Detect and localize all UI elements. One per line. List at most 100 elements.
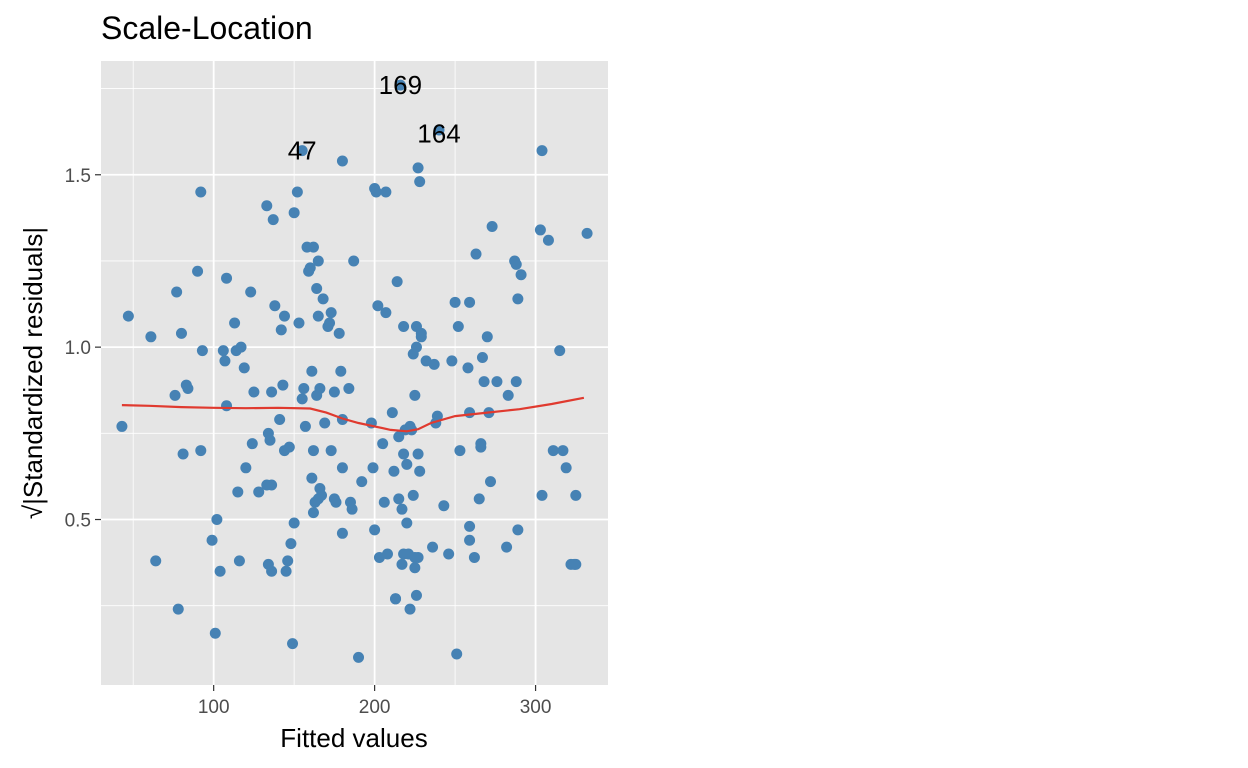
data-point <box>311 283 323 295</box>
data-point <box>510 376 522 388</box>
data-point <box>481 331 493 343</box>
data-point <box>209 627 221 639</box>
data-point <box>150 555 162 567</box>
data-point <box>336 462 348 474</box>
data-point <box>398 320 410 332</box>
data-point <box>372 300 384 312</box>
data-point <box>438 500 450 512</box>
data-point <box>335 365 347 377</box>
data-point <box>475 438 487 450</box>
data-point <box>324 317 336 329</box>
data-point <box>172 603 184 615</box>
data-point <box>195 186 207 198</box>
data-point <box>473 493 485 505</box>
data-point <box>510 258 522 270</box>
data-point <box>570 489 582 501</box>
data-point <box>414 176 426 188</box>
data-point <box>316 489 328 501</box>
data-point <box>177 448 189 460</box>
y-axis-label: √|Standardized residuals| <box>18 227 48 519</box>
data-point <box>464 407 476 419</box>
data-point <box>512 293 524 305</box>
data-point <box>388 465 400 477</box>
data-point <box>491 376 503 388</box>
data-point <box>312 310 324 322</box>
point-label: 164 <box>417 118 460 148</box>
point-labels: 169 164 47 <box>288 70 461 166</box>
data-point <box>266 386 278 398</box>
chart-title: Scale-Location <box>101 10 313 46</box>
data-point <box>328 386 340 398</box>
data-point <box>317 293 329 305</box>
data-point <box>409 562 421 574</box>
data-point <box>410 589 422 601</box>
data-point <box>464 534 476 546</box>
y-tick-label: 0.5 <box>65 511 91 532</box>
data-point <box>319 417 331 429</box>
data-point <box>293 317 305 329</box>
data-point <box>287 638 299 650</box>
data-point <box>217 345 229 357</box>
data-point <box>182 383 194 395</box>
data-point <box>214 565 226 577</box>
data-point <box>554 345 566 357</box>
data-point <box>427 541 439 553</box>
data-point <box>449 296 461 308</box>
data-point <box>245 286 257 298</box>
data-point <box>277 379 289 391</box>
data-point <box>536 489 548 501</box>
data-point <box>433 124 445 136</box>
data-point <box>412 448 424 460</box>
data-point <box>233 555 245 567</box>
data-point <box>122 310 134 322</box>
data-point <box>353 651 365 663</box>
y-tick-label: 1.0 <box>65 338 91 359</box>
data-point <box>274 414 286 426</box>
data-point <box>299 420 311 432</box>
data-point <box>285 538 297 550</box>
data-point <box>486 220 498 232</box>
data-point <box>401 458 413 470</box>
data-point <box>428 358 440 370</box>
data-point <box>409 389 421 401</box>
data-point <box>452 320 464 332</box>
data-point <box>336 527 348 539</box>
data-point <box>377 438 389 450</box>
data-point <box>312 255 324 267</box>
smooth-line <box>121 396 585 433</box>
data-point <box>512 524 524 536</box>
x-tick-label: 100 <box>198 697 230 718</box>
data-point <box>393 493 405 505</box>
data-point <box>381 548 393 560</box>
data-point <box>232 486 244 498</box>
data-point <box>304 262 316 274</box>
data-point <box>393 431 405 443</box>
data-point <box>401 517 413 529</box>
x-tick-label: 300 <box>520 697 552 718</box>
data-point <box>291 186 303 198</box>
data-point <box>451 648 463 660</box>
data-point <box>221 272 233 284</box>
data-point <box>211 514 223 526</box>
data-point <box>394 79 406 91</box>
data-point <box>346 503 358 515</box>
plot-panel <box>101 61 608 685</box>
data-point <box>348 255 360 267</box>
data-point <box>454 445 466 457</box>
data-point <box>557 445 569 457</box>
data-point <box>501 541 513 553</box>
data-point <box>330 496 342 508</box>
data-point <box>307 445 319 457</box>
data-point <box>386 407 398 419</box>
data-point <box>336 155 348 167</box>
data-point <box>502 389 514 401</box>
data-point <box>288 517 300 529</box>
major-gridlines <box>101 61 608 685</box>
data-point <box>367 462 379 474</box>
data-point <box>343 383 355 395</box>
data-point <box>229 317 241 329</box>
data-point <box>325 445 337 457</box>
data-point <box>283 441 295 453</box>
data-point <box>542 234 554 246</box>
